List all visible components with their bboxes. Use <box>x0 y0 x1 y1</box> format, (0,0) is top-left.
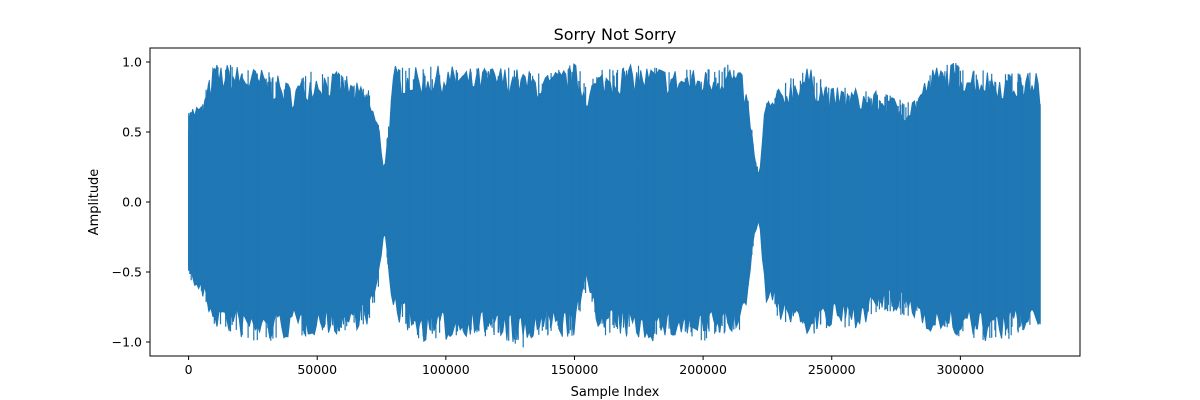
x-tick-label: 200000 <box>679 362 727 377</box>
y-axis-label: Amplitude <box>87 169 102 236</box>
waveform-spikes <box>188 63 1041 348</box>
y-tick-label: −0.5 <box>112 265 142 280</box>
x-tick-label: 0 <box>185 362 193 377</box>
plot-area <box>188 63 1041 348</box>
x-axis-ticks: 0 50000 100000 150000 200000 250000 300000 <box>185 356 985 377</box>
x-tick-label: 300000 <box>937 362 985 377</box>
chart-title: Sorry Not Sorry <box>554 25 677 44</box>
x-tick-label: 50000 <box>297 362 337 377</box>
y-axis-ticks: −1.0 −0.5 0.0 0.5 1.0 <box>112 55 150 350</box>
x-axis-label: Sample Index <box>571 385 660 400</box>
x-tick-label: 250000 <box>808 362 856 377</box>
x-tick-label: 150000 <box>551 362 599 377</box>
y-tick-label: 0.0 <box>122 195 142 210</box>
y-tick-label: 1.0 <box>122 55 142 70</box>
y-tick-label: 0.5 <box>122 125 142 140</box>
y-tick-label: −1.0 <box>112 335 142 350</box>
x-tick-label: 100000 <box>422 362 470 377</box>
